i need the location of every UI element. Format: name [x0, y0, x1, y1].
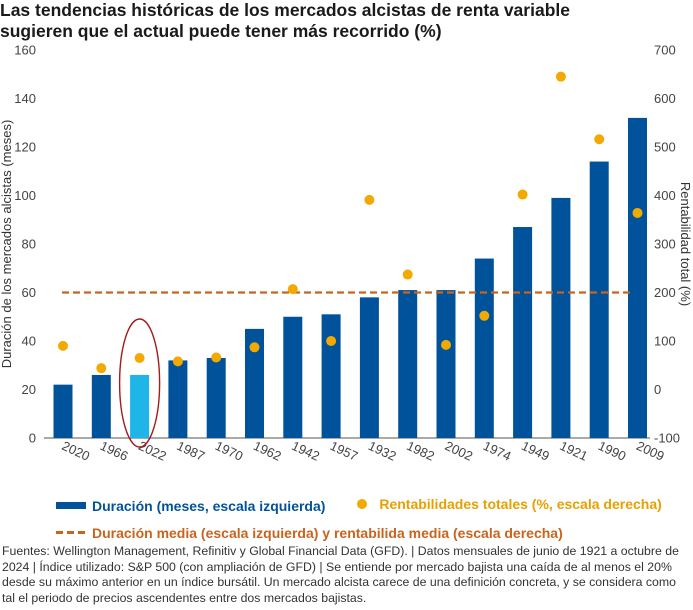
left-tick-label: 40: [22, 334, 36, 349]
x-tick-label: 2022: [136, 438, 169, 464]
bar-1974: [474, 258, 494, 438]
left-axis-title: Duración de los mercados alcistas (meses…: [0, 120, 14, 369]
return-dots: [58, 71, 643, 374]
bar-2009: [628, 117, 647, 439]
left-tick-label: 160: [14, 43, 36, 58]
source-notes: Fuentes: Wellington Management, Refiniti…: [2, 544, 679, 605]
right-tick-label: 200: [654, 285, 676, 300]
x-tick-label: 1921: [558, 438, 591, 464]
x-tick-label: 1957: [328, 438, 361, 464]
dot-2020: [58, 340, 68, 351]
left-axis-ticks: 0 20 40 60 80 100 120 140 160: [14, 43, 36, 446]
x-tick-label: 1970: [213, 438, 246, 464]
highlight-ring: [118, 318, 161, 448]
right-axis-ticks: -100 0 100 200 300 400 500 600 700: [654, 43, 680, 446]
right-tick-label: 300: [654, 237, 676, 252]
x-tick-label: 2020: [60, 438, 93, 464]
chart: 0 20 40 60 80 100 120 140 160 -100 0 100 200 300 400 5…: [0, 43, 693, 464]
legend-dash-swatch: [56, 531, 86, 534]
x-tick-label: 1932: [366, 438, 399, 464]
bar-1932: [359, 297, 379, 438]
bar-1957: [321, 314, 341, 438]
legend-item-dot: Rentabilidades totales (%, escala derech…: [357, 496, 662, 512]
legend-item-dash: Duración media (escala izquierda) y rent…: [56, 525, 563, 541]
x-tick-label: 2002: [443, 438, 476, 464]
legend-dot-swatch: [357, 499, 368, 509]
x-tick-label: 1974: [481, 438, 514, 464]
right-tick-label: 400: [654, 188, 676, 203]
right-tick-label: 600: [654, 91, 676, 106]
bar-1962: [245, 328, 264, 438]
bar-2020: [53, 384, 73, 438]
right-tick-label: 500: [654, 140, 676, 155]
right-tick-label: 100: [654, 334, 676, 349]
chart-title-line-1: Las tendencias históricas de los mercado…: [0, 0, 570, 20]
bar-series: [53, 117, 647, 439]
legend-item-bar: Duración (meses, escala izquierda): [56, 498, 325, 514]
left-tick-label: 120: [14, 140, 36, 155]
dot-1970: [211, 352, 222, 363]
x-tick-label: 1982: [404, 438, 437, 464]
legend-row-1: Duración (meses, escala izquierda) Renta…: [56, 496, 662, 514]
bar-1966: [91, 374, 111, 438]
legend-dash-label: Duración media (escala izquierda) y rent…: [92, 524, 563, 541]
legend-dot-label: Rentabilidades totales (%, escala derech…: [379, 496, 662, 512]
legend-bar-label: Duración (meses, escala izquierda): [92, 497, 326, 514]
x-axis-labels: 2020 1966 2022 1987 1970 1962 1942 1957 1932 1982…: [60, 438, 667, 464]
chart-title: Las tendencias históricas de los mercado…: [0, 0, 693, 42]
dot-1921: [555, 71, 566, 82]
legend-bar-swatch: [56, 502, 86, 509]
bar-1987: [168, 360, 188, 438]
dot-2009: [632, 207, 643, 218]
bar-1982: [398, 290, 418, 438]
dot-1949: [517, 189, 528, 200]
dot-1962: [249, 342, 260, 353]
dot-1966: [96, 363, 107, 374]
dot-1932: [364, 194, 375, 205]
chart-title-line-2: sugieren que el actual puede tener más r…: [0, 21, 442, 41]
left-tick-label: 80: [22, 237, 36, 252]
right-tick-label: -100: [654, 431, 680, 446]
x-tick-label: 1990: [596, 438, 629, 464]
x-tick-label: 1987: [175, 438, 208, 464]
left-tick-label: 60: [22, 285, 36, 300]
left-tick-label: 0: [29, 431, 36, 446]
dot-1990: [594, 134, 605, 145]
dot-1974: [479, 310, 490, 321]
x-tick-label: 1962: [251, 438, 284, 464]
bar-1921: [551, 197, 571, 438]
bar-2002: [436, 290, 456, 438]
dot-1957: [326, 336, 337, 346]
bar-1942: [283, 316, 303, 438]
dot-2022: [134, 352, 145, 363]
left-tick-label: 100: [14, 188, 36, 203]
dot-1982: [402, 269, 413, 280]
left-tick-label: 140: [14, 91, 36, 106]
dot-2002: [441, 339, 451, 350]
right-tick-label: 700: [654, 43, 676, 58]
bar-1970: [206, 357, 226, 438]
dot-1942: [287, 284, 298, 295]
bar-2022: [130, 374, 150, 438]
right-tick-label: 0: [654, 382, 661, 397]
x-tick-label: 1942: [289, 438, 322, 464]
x-tick-label: 1966: [98, 438, 131, 464]
dot-1987: [172, 356, 183, 367]
bar-1990: [589, 161, 609, 439]
x-tick-label: 1949: [519, 438, 552, 464]
right-axis-title: Rentabilidad total (%): [678, 182, 693, 306]
left-tick-label: 20: [22, 382, 36, 397]
legend-row-2: Duración media (escala izquierda) y rent…: [56, 521, 563, 541]
bar-1949: [513, 227, 533, 438]
